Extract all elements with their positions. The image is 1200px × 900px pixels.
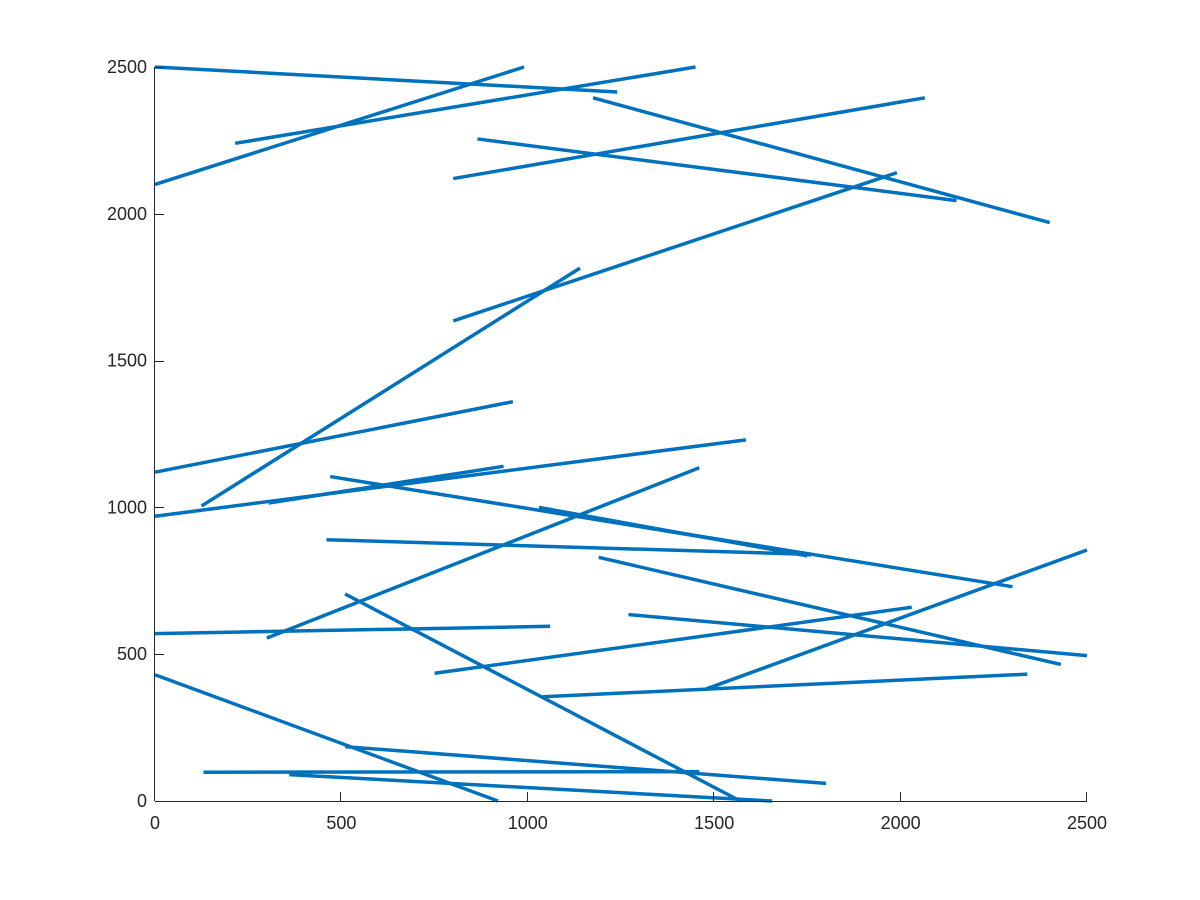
y-tick-label: 1000 bbox=[107, 497, 147, 517]
x-tick-label: 1500 bbox=[694, 813, 734, 833]
line-segment-8 bbox=[200, 266, 581, 508]
segments-layer bbox=[154, 65, 1088, 803]
x-ticks-layer: 0 500 1000 1500 2000 2500 bbox=[150, 792, 1107, 833]
line-segment-24 bbox=[154, 673, 499, 803]
y-tick-label: 1500 bbox=[107, 351, 147, 371]
line-segment-3 bbox=[234, 65, 696, 146]
x-tick-label: 2000 bbox=[881, 813, 921, 833]
line-segment-14 bbox=[549, 510, 812, 557]
line-segment-19 bbox=[434, 605, 913, 676]
y-tick-label: 2500 bbox=[107, 57, 147, 77]
line-segment-5 bbox=[477, 137, 957, 203]
y-tick-label: 500 bbox=[117, 644, 147, 664]
line-segment-16 bbox=[266, 466, 700, 640]
x-tick-label: 500 bbox=[326, 813, 356, 833]
y-tick-label: 2000 bbox=[107, 204, 147, 224]
line-segment-15 bbox=[326, 537, 812, 557]
line-segment-26 bbox=[203, 769, 700, 774]
x-tick-label: 1000 bbox=[508, 813, 548, 833]
line-segment-9 bbox=[154, 399, 514, 474]
line-segment-1 bbox=[154, 65, 618, 94]
x-tick-label: 0 bbox=[150, 813, 160, 833]
line-segment-20 bbox=[542, 672, 1028, 699]
line-segment-23 bbox=[344, 592, 742, 803]
line-segment-4 bbox=[592, 96, 1051, 225]
x-tick-label: 2500 bbox=[1067, 813, 1107, 833]
line-segment-22 bbox=[154, 624, 551, 636]
y-tick-label: 0 bbox=[137, 791, 147, 811]
line-segment-27 bbox=[289, 772, 773, 803]
line-segment-21 bbox=[704, 548, 1088, 692]
line-segment-25 bbox=[344, 744, 827, 786]
axes-layer bbox=[154, 67, 1087, 802]
line-segment-6 bbox=[452, 96, 926, 181]
line-segment-10 bbox=[154, 438, 747, 518]
line-segment-7 bbox=[452, 171, 898, 323]
y-ticks-layer: 0 500 1000 1500 2000 2500 bbox=[107, 57, 164, 811]
